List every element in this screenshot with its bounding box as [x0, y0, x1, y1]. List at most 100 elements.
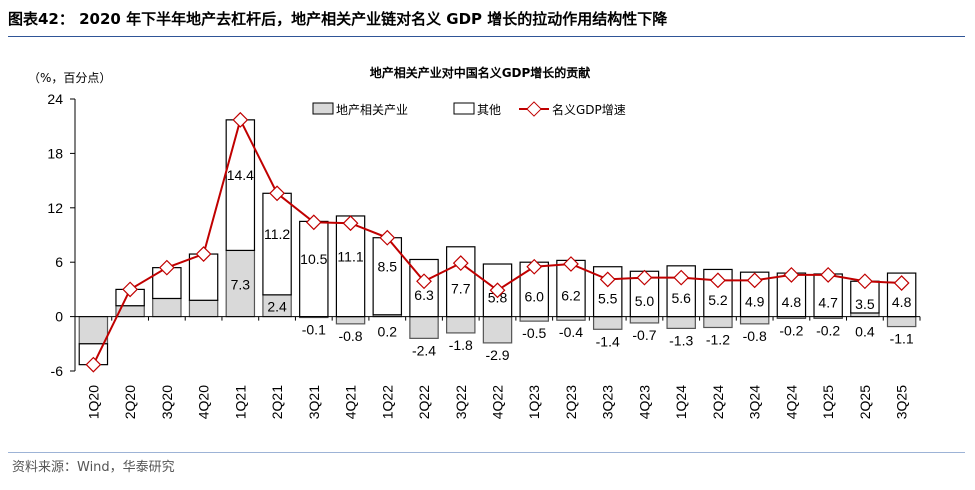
gdp-point [636, 269, 653, 286]
gdp-point [195, 246, 212, 262]
data-label-other: 5.2 [708, 292, 728, 308]
legend-swatch-other [453, 102, 475, 115]
x-tick-label: 4Q21 [343, 385, 359, 419]
data-label-other: 4.7 [818, 294, 838, 310]
gdp-point [820, 266, 837, 283]
chart: 地产相关产业对中国名义GDP增长的贡献 （%，百分点） 地产相关产业 其他 名义… [28, 65, 921, 419]
gdp-point [893, 275, 910, 291]
bar-real-estate [225, 249, 256, 318]
data-label-other: 6.3 [414, 287, 434, 303]
x-tick-label: 1Q22 [379, 385, 395, 419]
gdp-point [599, 271, 616, 288]
title-rule [8, 36, 965, 37]
bar-real-estate [335, 316, 366, 325]
data-label-other: 7.7 [451, 281, 471, 297]
data-label-other: 5.5 [598, 291, 618, 307]
data-label-other: 6.0 [525, 288, 545, 304]
gdp-point [710, 272, 726, 289]
bar-real-estate [592, 316, 623, 330]
x-tick-label: 3Q22 [453, 385, 469, 419]
gdp-point [856, 273, 873, 290]
bar-other [299, 220, 329, 318]
bar-real-estate [446, 316, 476, 334]
data-label-other: 8.5 [378, 258, 398, 274]
data-label-real-estate: -0.2 [816, 322, 840, 338]
x-tick-label: 3Q20 [159, 385, 175, 419]
x-tick-label: 2Q20 [122, 385, 138, 419]
data-label-real-estate: -0.2 [779, 322, 803, 338]
data-label-real-estate: -1.2 [706, 331, 730, 347]
x-tick-label: 1Q25 [820, 385, 836, 419]
bar-real-estate [886, 316, 917, 328]
source-note: 资料来源：Wind，华泰研究 [12, 460, 175, 475]
data-label-other: 4.8 [782, 294, 802, 310]
bar-real-estate [188, 299, 219, 318]
gdp-point [489, 282, 506, 299]
y-tick-label: -6 [51, 363, 64, 379]
data-label-other: 4.9 [745, 293, 765, 309]
y-tick-label: 24 [47, 91, 63, 107]
bar-real-estate [666, 316, 696, 329]
x-tick-label: 1Q24 [673, 385, 689, 419]
gdp-point [305, 214, 322, 231]
x-tick-label: 4Q23 [636, 385, 652, 419]
x-tick-label: 2Q23 [563, 385, 579, 419]
data-label-real-estate: -0.7 [632, 327, 656, 343]
legend-label-other: 其他 [477, 103, 501, 117]
x-tick-label: 1Q20 [85, 385, 101, 419]
gdp-point [269, 185, 285, 202]
x-tick-label: 1Q21 [232, 385, 248, 419]
data-label-other: 5.6 [671, 290, 691, 306]
bar-other [262, 192, 292, 296]
x-tick-label: 3Q23 [600, 385, 616, 419]
legend-swatch-real-estate [312, 102, 334, 115]
x-tick-label: 3Q25 [894, 385, 910, 419]
gdp-point [122, 281, 139, 298]
legend-label-gdp: 名义GDP增速 [552, 102, 626, 117]
x-tick-label: 2Q22 [416, 385, 432, 419]
gdp-point [563, 256, 579, 272]
data-label-real-estate: -0.1 [302, 322, 326, 338]
bar-other [225, 119, 256, 252]
gdp-point [232, 111, 249, 128]
data-label-other: 5.0 [635, 293, 655, 309]
gdp-point [673, 269, 690, 286]
footer-rule [8, 452, 965, 453]
legend-label-real-estate: 地产相关产业 [336, 103, 408, 117]
x-tick-label: 3Q21 [306, 385, 322, 419]
gdp-point [452, 255, 469, 272]
data-label-real-estate: 0.4 [855, 324, 875, 340]
bar-real-estate [739, 316, 770, 325]
data-label-other: 14.4 [227, 167, 254, 183]
data-label-real-estate: -1.1 [890, 331, 914, 347]
y-tick-label: 18 [47, 145, 63, 161]
gdp-point [85, 356, 102, 373]
x-tick-label: 2Q21 [269, 385, 285, 419]
data-label-other: 11.1 [337, 248, 363, 264]
data-label-other: 3.5 [855, 296, 875, 312]
bar-real-estate [629, 316, 660, 324]
x-tick-label: 2Q25 [857, 385, 873, 419]
y-tick-label: 12 [47, 200, 63, 216]
data-label-other: 10.5 [300, 251, 327, 267]
gdp-point [526, 258, 543, 275]
x-tick-label: 1Q23 [526, 385, 542, 419]
gdp-point [158, 259, 175, 276]
data-label-real-estate: 0.2 [378, 324, 398, 340]
data-label-real-estate: -1.8 [449, 337, 473, 353]
y-tick-label: 0 [55, 309, 63, 325]
data-label-real-estate: -2.4 [412, 342, 436, 358]
data-label-real-estate: 2.4 [267, 299, 287, 315]
data-label-real-estate: -0.8 [743, 328, 767, 344]
bar-real-estate [519, 316, 549, 322]
gdp-point [342, 215, 359, 232]
legend: 地产相关产业 其他 名义GDP增速 [312, 101, 626, 117]
bar-real-estate [78, 316, 109, 345]
data-label-other: 11.2 [264, 226, 290, 242]
gdp-point [379, 229, 396, 246]
data-label-other: 6.2 [561, 287, 581, 303]
x-tick-label: 4Q20 [196, 385, 212, 419]
y-tick-label: 6 [55, 254, 63, 270]
data-label-real-estate: -0.5 [522, 325, 546, 341]
